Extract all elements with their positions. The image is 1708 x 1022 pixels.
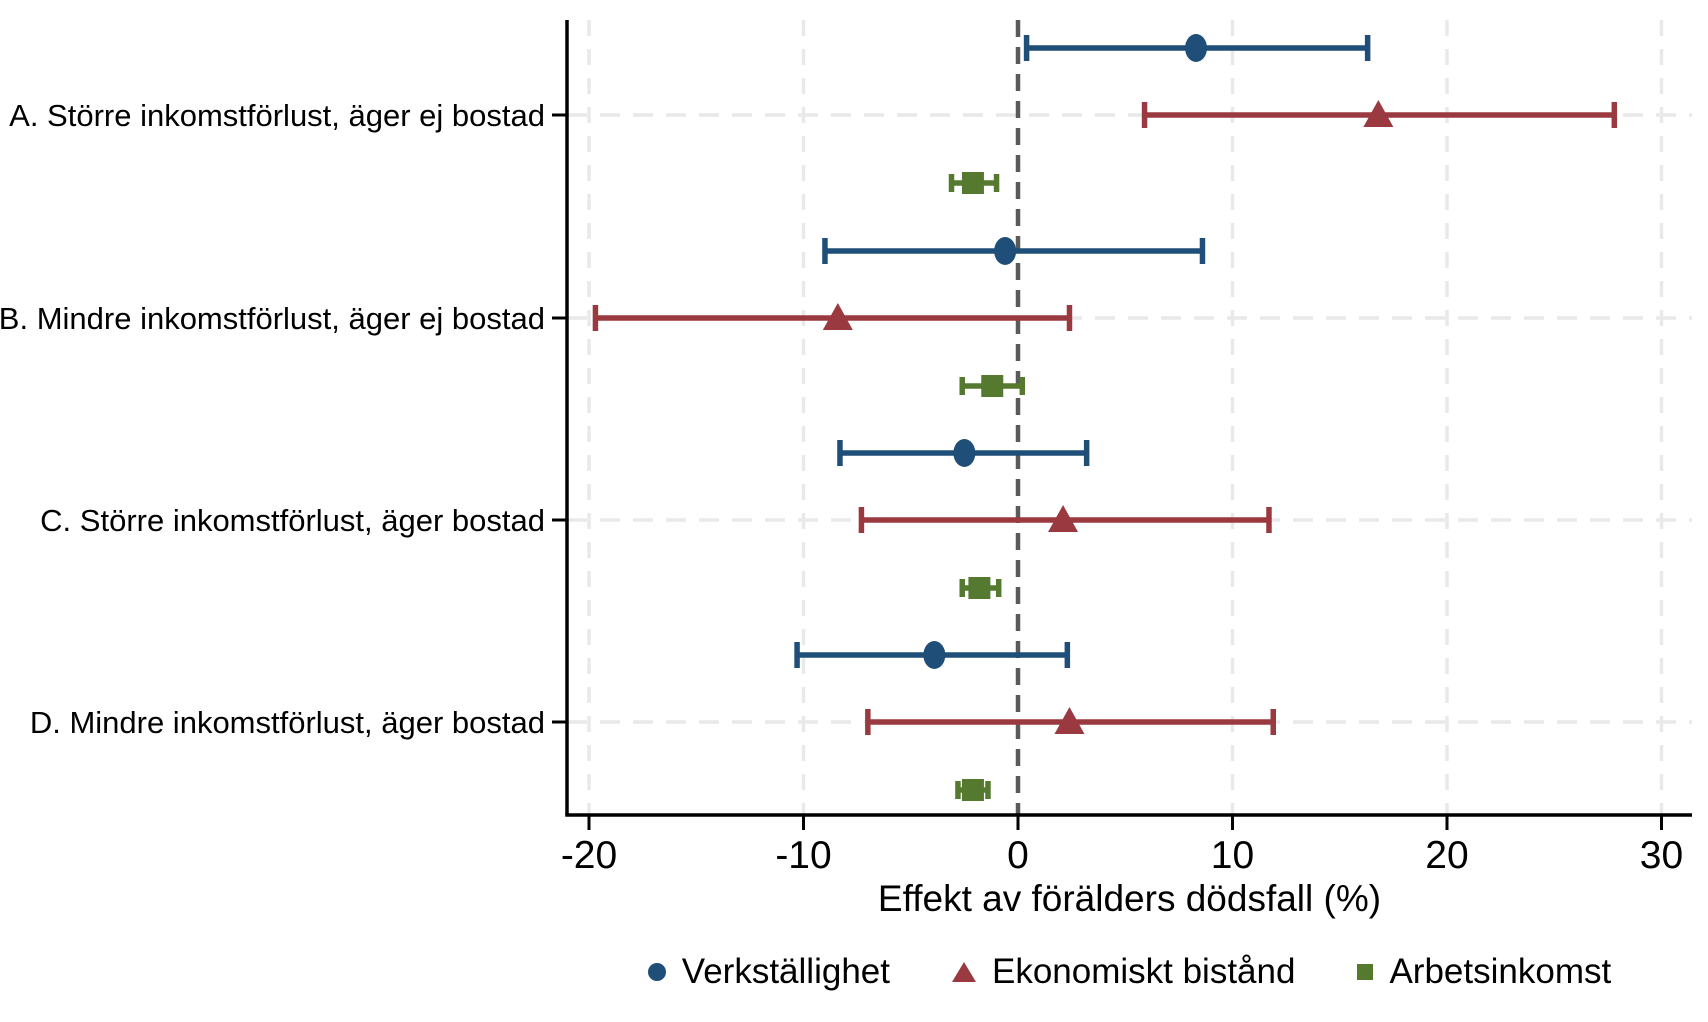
legend-item-ekonomiskt-bistand: Ekonomiskt bistånd: [951, 952, 1296, 992]
point-marker-circle: [923, 641, 946, 669]
x-axis-title: Effekt av förälders dödsfall (%): [877, 878, 1382, 919]
point-marker-triangle: [822, 303, 853, 330]
legend-item-arbetsinkomst: Arbetsinkomst: [1357, 952, 1611, 992]
category-label: D. Mindre inkomstförlust, äger bostad: [30, 705, 545, 740]
x-tick-label: -20: [561, 834, 617, 876]
point-marker-triangle: [1363, 100, 1394, 127]
x-tick-label: -10: [775, 834, 831, 876]
category-label: A. Större inkomstförlust, äger ej bostad: [9, 98, 545, 133]
point-marker-circle: [953, 439, 976, 467]
legend-label: Verkställighet: [681, 952, 890, 991]
x-tick-label: 30: [1640, 834, 1683, 876]
legend-item-verkstallighet: Verkställighet: [647, 952, 890, 992]
circle-marker-icon: [647, 963, 666, 981]
category-label: B. Mindre inkomstförlust, äger ej bostad: [0, 301, 545, 336]
point-marker-circle: [1185, 34, 1208, 62]
point-marker-triangle: [1054, 707, 1085, 734]
x-tick-label: 0: [1007, 834, 1029, 876]
legend: Verkställighet Ekonomiskt bistånd Arbets…: [567, 952, 1692, 992]
point-marker-square: [961, 172, 984, 194]
x-tick-label: 10: [1211, 834, 1254, 876]
forest-plot-svg: -20 -10 0 10 20 30 A. Större inkomstförlust, ä…: [0, 20, 1692, 876]
point-marker-square: [981, 375, 1004, 397]
point-marker-square: [961, 779, 984, 801]
category-label: C. Större inkomstförlust, äger bostad: [40, 503, 545, 538]
point-marker-square: [968, 577, 991, 599]
legend-label: Ekonomiskt bistånd: [991, 952, 1296, 991]
legend-label: Arbetsinkomst: [1389, 952, 1612, 991]
point-marker-circle: [994, 237, 1017, 265]
point-marker-triangle: [1048, 505, 1079, 532]
x-tick-label: 20: [1425, 834, 1468, 876]
square-marker-icon: [1357, 964, 1374, 980]
triangle-marker-icon: [951, 962, 976, 982]
